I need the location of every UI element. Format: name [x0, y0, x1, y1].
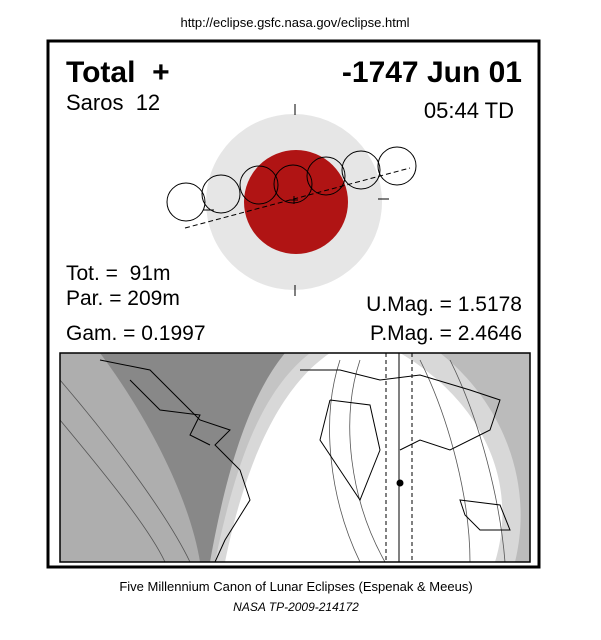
visibility-map — [59, 352, 531, 563]
moon-path — [184, 167, 411, 229]
time: 05:44 TD — [424, 98, 514, 123]
gamma: Gam. = 0.1997 — [66, 322, 206, 345]
center-mark — [290, 196, 298, 204]
partial-duration: Par. = 209m — [66, 287, 180, 310]
eclipse-diagram — [166, 104, 417, 296]
umbral-magnitude: U.Mag. = 1.5178 — [366, 293, 522, 316]
penumbral-magnitude: P.Mag. = 2.4646 — [370, 322, 522, 345]
eclipse-date: -1747 Jun 01 — [342, 56, 522, 89]
url: http://eclipse.gsfc.nasa.gov/eclipse.htm… — [180, 15, 409, 30]
saros: Saros 12 — [66, 90, 160, 115]
moon-positions — [166, 146, 417, 222]
footer-line2: NASA TP-2009-214172 — [233, 600, 359, 614]
total-duration: Tot. = 91m — [66, 262, 170, 285]
umbra — [244, 150, 348, 254]
eclipse-type: Total + — [66, 56, 170, 89]
footer-line1: Five Millennium Canon of Lunar Eclipses … — [119, 579, 472, 594]
